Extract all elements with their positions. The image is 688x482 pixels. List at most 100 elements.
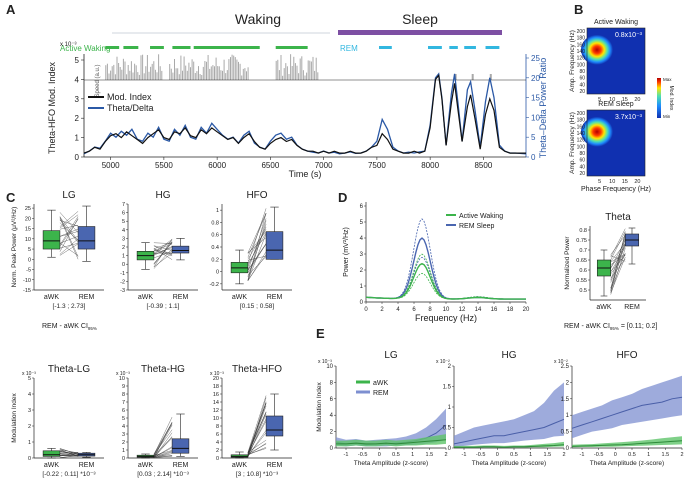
speed-bar: [153, 61, 155, 80]
speed-bar: [158, 54, 160, 80]
power-hg-y-tick-label: 0: [122, 262, 125, 268]
mi-theta-hg-group-label-rem: REM: [173, 462, 189, 469]
speed-bar: [132, 72, 134, 80]
mi-theta-hfo-paired-line: [247, 412, 267, 454]
y-tick-label-right: 5: [531, 133, 536, 142]
speed-bar: [148, 71, 150, 80]
active-waking-segment-1: [123, 46, 139, 49]
speed-bar: [126, 74, 128, 80]
mi-theta-hg-y-tick-label: 4: [122, 424, 125, 430]
e-hfo-x-tick-label: -1: [580, 452, 585, 458]
power-hfo-paired-line: [247, 224, 267, 278]
speed-bar: [291, 66, 293, 80]
speed-bar: [306, 72, 308, 80]
speed-bar: [228, 59, 230, 80]
heatmap-x-tick-label: 5: [598, 97, 601, 103]
power-lg-y-tick-label: -15: [23, 288, 31, 294]
y-tick-label-right: 10: [531, 113, 540, 122]
speed-bar: [231, 54, 233, 80]
e-hg-x-tick-label: 0: [496, 452, 499, 458]
power-hg-paired-line: [153, 247, 173, 255]
power-hfo-paired-line: [247, 232, 267, 265]
speed-bar: [209, 68, 211, 80]
rem-segment-2: [449, 46, 458, 49]
y-tick-label-left: 5: [75, 56, 80, 65]
heatmap-y-tick-label: 120: [577, 138, 586, 144]
theta-power-y-label: Normalized Power: [564, 236, 571, 290]
heatmap-title-0: Active Waking: [594, 19, 638, 26]
e-lg-awk-mean: [336, 439, 447, 445]
speed-bar: [156, 72, 158, 80]
y-tick-label-left: 1: [75, 134, 80, 143]
mi-theta-hg-y-tick-label: 8: [122, 392, 125, 398]
power-lg-y-tick-label: 20: [25, 216, 31, 222]
power-hg-rem-box: [171, 245, 190, 254]
power-hg-y-tick-label: 7: [122, 202, 125, 208]
power-hfo-paired-line: [247, 208, 267, 264]
e-hg-y-tick-label: 1.5: [443, 385, 452, 391]
spectrum-x-tick-label: 6: [412, 307, 416, 313]
speed-bar: [159, 66, 161, 80]
mi-theta-hfo-paired-line: [247, 405, 267, 456]
speed-bar: [282, 75, 284, 80]
spectrum-x-tick-label: 4: [396, 307, 400, 313]
e-hg-scale-label: x 10⁻²: [436, 359, 450, 365]
y-axis-label-right: Theta–Delta Power Ratio: [538, 58, 548, 159]
e-lg-y-tick-label: 10: [326, 364, 333, 370]
mi-theta-hg-paired-line: [153, 446, 173, 458]
speed-bar: [277, 59, 279, 80]
speed-bar: [315, 57, 317, 80]
power-hfo-y-tick-label: 0.4: [211, 245, 219, 251]
heatmap-y-tick-label: 20: [579, 171, 585, 177]
e-hg-rem-mean: [453, 418, 565, 445]
theta-power-y-tick-label: 0.6: [579, 268, 587, 274]
power-hg-title: HG: [156, 190, 171, 201]
active-waking-segment-5: [275, 46, 308, 49]
speed-label: Speed (a.u.): [95, 64, 101, 97]
mi-theta-hfo-y-tick-label: 20: [213, 376, 219, 382]
heatmap-max-label-0: 0.8x10⁻³: [615, 32, 643, 39]
mi-theta-lg-title: Theta-LG: [48, 364, 90, 375]
legend-mod-index: Mod. Index: [107, 92, 152, 102]
power-hfo-paired-line: [247, 237, 267, 253]
speed-bar: [247, 67, 249, 80]
speed-bar: [169, 64, 171, 80]
e-hg-y-tick-label: 2: [448, 364, 452, 370]
heatmap-y-tick-label: 180: [577, 36, 586, 42]
e-hg-x-tick-label: 1: [529, 452, 532, 458]
speed-bar: [140, 55, 142, 80]
heatmap-y-tick-label: 80: [579, 151, 585, 157]
speed-bar: [309, 60, 311, 80]
mi-theta-hfo-scale-label: x 10⁻³: [210, 371, 224, 377]
speed-bar: [201, 75, 203, 80]
spectrum-x-tick-label: 16: [491, 307, 498, 313]
speed-bar: [175, 68, 177, 80]
mi-theta-lg-y-tick-label: 5: [28, 376, 31, 382]
heatmap-x-tick-label: 15: [622, 97, 628, 103]
mi-theta-hg-paired-line: [153, 437, 173, 457]
spectrum-x-tick-label: 20: [523, 307, 530, 313]
e-hfo-x-tick-label: 1.5: [662, 452, 670, 458]
speed-bar: [204, 61, 206, 80]
heatmap-x-tick-label: 20: [634, 179, 640, 185]
mi-theta-hg-title: Theta-HG: [141, 364, 185, 375]
mi-theta-hfo-group-label-rem: REM: [267, 462, 283, 469]
theta-power-y-tick-label: 0.7: [579, 248, 587, 254]
theta-power-y-tick-label: 0.55: [576, 278, 587, 284]
y-tick-label-right: 25: [531, 54, 540, 63]
speed-bar: [178, 74, 180, 80]
heatmap-y-tick-label: 200: [577, 111, 586, 117]
active-waking-segment-4: [193, 46, 260, 49]
power-hg-y-tick-label: 5: [122, 219, 125, 225]
speed-bar: [143, 73, 145, 80]
e-hfo-y-tick-label: 0: [566, 446, 570, 452]
power-lg-y-tick-label: 15: [25, 227, 31, 233]
active-waking-segment-3: [172, 46, 191, 49]
theta-power-caption-sub: 95%: [610, 326, 619, 331]
heatmap-x-tick-label: 5: [598, 179, 601, 185]
heatmap-x-tick-label: 10: [609, 97, 615, 103]
power-hg-group-label-rem: REM: [173, 294, 189, 301]
power-hg-paired-line: [153, 249, 173, 255]
power-lg-ci: [-1.3 ; 2.73]: [53, 303, 86, 310]
